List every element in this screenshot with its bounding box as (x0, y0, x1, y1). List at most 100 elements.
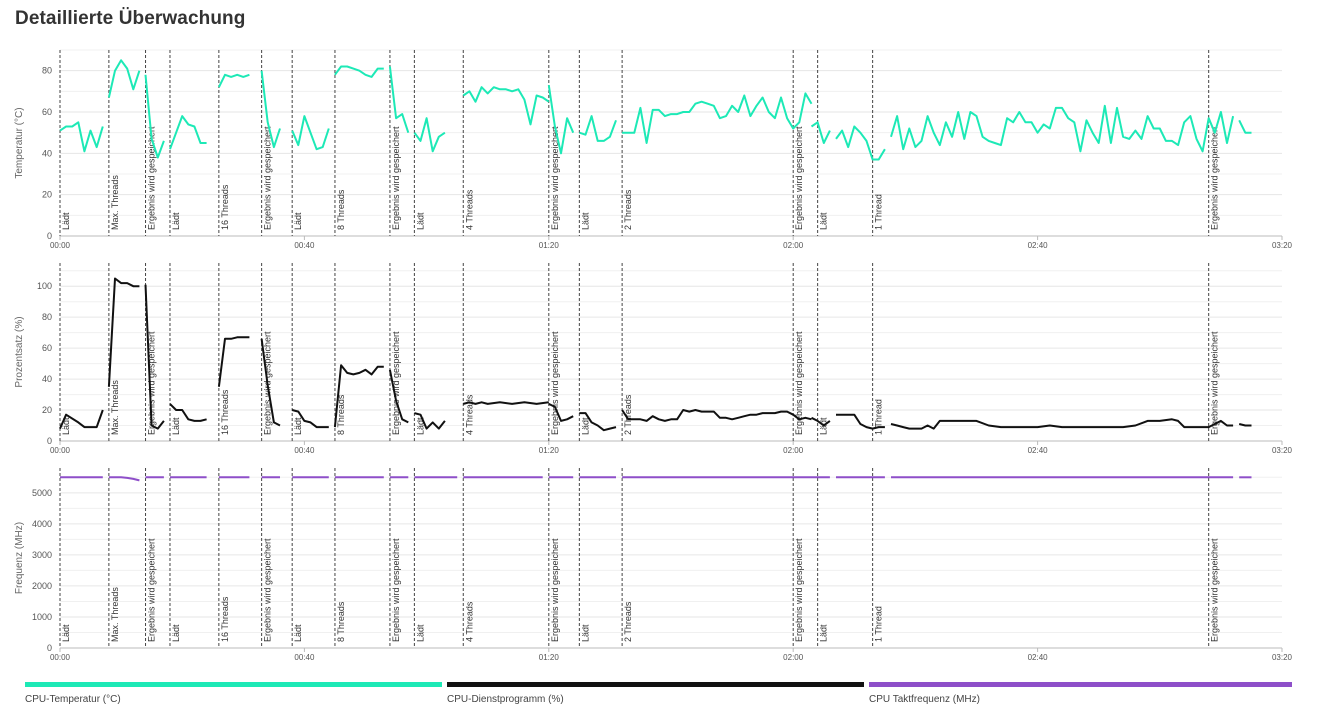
x-tick-label: 01:20 (539, 241, 560, 250)
y-tick-label: 20 (42, 405, 52, 415)
y-tick-label: 0 (47, 643, 52, 653)
phase-label: 4 Threads (464, 394, 474, 435)
page-title: Detaillierte Überwachung (15, 8, 246, 29)
series-line (836, 413, 885, 430)
phase-label: 16 Threads (220, 596, 230, 642)
series-line (547, 84, 575, 155)
series-line (413, 117, 446, 153)
phase-label: Ergebnis wird gespeichert (263, 126, 273, 230)
y-axis-label: Prozentsatz (%) (14, 316, 25, 387)
series-line (291, 409, 329, 429)
x-tick-label: 01:20 (539, 446, 560, 455)
y-tick-label: 3000 (32, 550, 52, 560)
phase-label: Ergebnis wird gespeichert (391, 126, 401, 230)
phase-label: Lädt (293, 212, 303, 230)
phase-label: Ergebnis wird gespeichert (794, 538, 804, 642)
series-line (107, 277, 140, 387)
x-tick-label: 02:40 (1028, 653, 1049, 662)
phase-label: Lädt (61, 212, 71, 230)
y-tick-label: 100 (37, 281, 52, 291)
x-tick-label: 00:40 (294, 241, 315, 250)
series-line (169, 403, 207, 422)
phase-label: Lädt (580, 417, 590, 435)
y-tick-label: 80 (42, 312, 52, 322)
series-line (144, 284, 165, 430)
x-tick-label: 00:40 (294, 653, 315, 662)
phase-label: Lädt (819, 624, 829, 642)
legend-swatch (869, 682, 1292, 687)
phase-label: Lädt (415, 212, 425, 230)
legend-item[interactable]: CPU-Dienstprogramm (%) (447, 682, 864, 712)
phase-label: Lädt (61, 417, 71, 435)
series-line (621, 409, 812, 422)
x-tick-label: 00:00 (50, 653, 71, 662)
legend-item[interactable]: CPU-Temperatur (°C) (25, 682, 442, 712)
phase-label: 8 Threads (336, 394, 346, 435)
series-line (59, 121, 104, 153)
series-line (107, 59, 141, 98)
phase-label: Lädt (580, 212, 590, 230)
phase-label: 8 Threads (336, 189, 346, 230)
phase-label: Ergebnis wird gespeichert (1210, 126, 1220, 230)
series-line (811, 416, 831, 427)
x-tick-label: 03:20 (1272, 653, 1293, 662)
series-line (108, 476, 140, 482)
phase-label: Ergebnis wird gespeichert (1210, 538, 1220, 642)
series-line (1238, 119, 1252, 134)
phase-label: Ergebnis wird gespeichert (1210, 331, 1220, 435)
y-axis-label: Temperatur (°C) (14, 107, 25, 178)
phase-label: 2 Threads (623, 601, 633, 642)
phase-label: Ergebnis wird gespeichert (550, 331, 560, 435)
x-tick-label: 00:00 (50, 241, 71, 250)
phase-label: Max. Threads (110, 587, 120, 642)
x-tick-label: 02:00 (783, 446, 804, 455)
x-tick-label: 02:00 (783, 653, 804, 662)
series-line (1238, 423, 1252, 427)
series-line (622, 92, 813, 144)
series-line (579, 115, 617, 142)
phase-label: 16 Threads (220, 389, 230, 435)
phase-label: Max. Threads (110, 175, 120, 230)
y-tick-label: 5000 (32, 488, 52, 498)
series-line (388, 66, 410, 134)
phase-label: Ergebnis wird gespeichert (794, 126, 804, 230)
series-line (260, 70, 281, 149)
x-tick-label: 03:20 (1272, 241, 1293, 250)
phase-label: Ergebnis wird gespeichert (147, 331, 157, 435)
series-line (579, 412, 617, 432)
x-tick-label: 02:00 (783, 241, 804, 250)
y-tick-label: 40 (42, 148, 52, 158)
monitoring-charts: 0 20 40 60 80 Temperatur (°C) 00:00 00:40 01:20 0… (14, 49, 1293, 662)
legend-label: CPU-Temperatur (°C) (25, 694, 121, 705)
y-tick-label: 0 (47, 231, 52, 241)
phase-label: 1 Thread (874, 194, 884, 230)
phase-label: 1 Thread (874, 399, 884, 435)
series-line (59, 409, 104, 430)
series-line (835, 125, 886, 161)
phase-label: Ergebnis wird gespeichert (391, 331, 401, 435)
phase-label: Max. Threads (110, 380, 120, 435)
phase-label: Lädt (171, 212, 181, 230)
series-line (260, 338, 281, 427)
phase-label: Ergebnis wird gespeichert (147, 538, 157, 642)
phase-label: Lädt (580, 624, 590, 642)
phase-label: 2 Threads (623, 394, 633, 435)
phase-label: 16 Threads (220, 184, 230, 230)
phase-label: Lädt (171, 624, 181, 642)
series-line (169, 115, 207, 150)
y-axis-label: Frequenz (MHz) (14, 522, 25, 594)
y-tick-label: 0 (47, 436, 52, 446)
series-line (810, 121, 831, 144)
x-tick-label: 02:40 (1028, 241, 1049, 250)
legend-swatch (25, 682, 442, 687)
x-tick-label: 03:20 (1272, 446, 1293, 455)
y-tick-label: 1000 (32, 612, 52, 622)
phase-label: Lädt (819, 212, 829, 230)
phase-label: 4 Threads (464, 189, 474, 230)
series-line (333, 364, 384, 428)
series-line (217, 336, 250, 387)
phase-label: Ergebnis wird gespeichert (147, 126, 157, 230)
legend-item[interactable]: CPU Taktfrequenz (MHz) (869, 682, 1292, 712)
phase-label: Lädt (293, 417, 303, 435)
phase-label: Lädt (415, 624, 425, 642)
